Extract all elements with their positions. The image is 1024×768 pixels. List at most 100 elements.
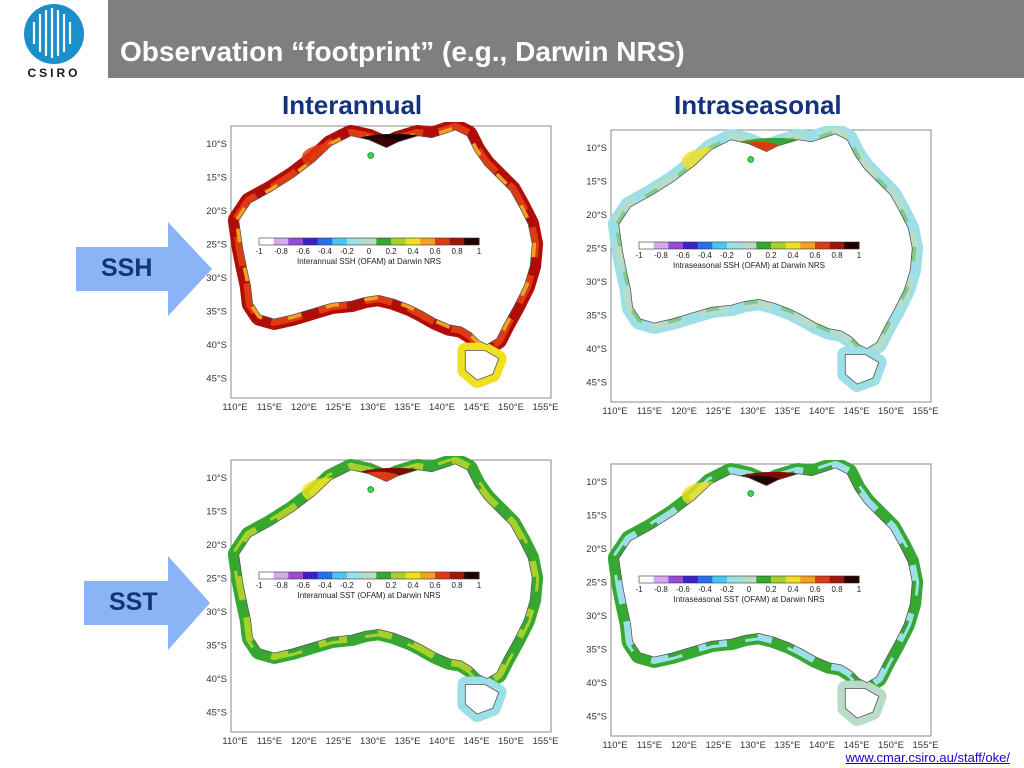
lat-tick-label: 35°S: [206, 641, 227, 652]
colorbar-swatch: [332, 238, 348, 245]
colorbar-tick-label: -0.8: [654, 585, 668, 594]
lon-tick-label: 140°E: [809, 740, 835, 751]
colorbar-tick-label: 0.2: [385, 581, 397, 590]
lon-tick-label: 130°E: [360, 736, 386, 747]
panel-sst-intraseasonal: -1 -0.8 -0.6 -0.4 -0.2 0 0.2 0.4 0.6 0.8 1 Intrasea…: [575, 460, 950, 760]
colorbar-swatch: [391, 238, 407, 245]
lon-tick-label: 110°E: [222, 736, 247, 747]
csiro-logo-icon: [24, 4, 84, 64]
colorbar-swatch: [653, 242, 669, 249]
colorbar-swatch: [273, 572, 289, 579]
sst-row-label: SST: [109, 588, 158, 616]
colorbar-tick-label: 0: [367, 581, 372, 590]
lat-tick-label: 35°S: [586, 311, 607, 322]
colorbar-swatch: [288, 572, 304, 579]
colorbar-swatch: [639, 576, 655, 583]
colorbar-swatch: [332, 572, 348, 579]
colorbar-swatch: [391, 572, 407, 579]
lat-tick-label: 45°S: [206, 708, 227, 719]
colorbar-swatch: [449, 572, 465, 579]
colorbar-tick-label: -1: [635, 251, 643, 260]
lon-tick-label: 150°E: [878, 406, 904, 417]
colorbar-swatch: [697, 576, 713, 583]
lon-tick-label: 130°E: [360, 402, 386, 413]
lat-tick-label: 10°S: [586, 143, 607, 154]
colorbar-tick-label: -0.8: [274, 581, 288, 590]
lon-tick-label: 150°E: [878, 740, 904, 751]
colorbar-swatch: [317, 572, 333, 579]
lat-tick-label: 10°S: [586, 477, 607, 488]
colorbar-swatch: [347, 572, 363, 579]
lat-tick-label: 20°S: [206, 206, 227, 217]
colorbar-tick-label: 1: [857, 585, 862, 594]
colorbar-tick-label: 0.4: [787, 251, 799, 260]
colorbar-swatch: [829, 576, 845, 583]
csiro-logo-text: CSIRO: [27, 66, 81, 80]
colorbar-swatch: [639, 242, 655, 249]
colorbar-tick-label: 0.4: [407, 581, 419, 590]
ssh-arrow: [76, 222, 216, 321]
colorbar-tick-label: 0.8: [451, 247, 463, 256]
colorbar-caption: Intraseasonal SST (OFAM) at Darwin NRS: [673, 595, 824, 604]
colorbar-swatch: [844, 576, 860, 583]
colorbar-swatch: [741, 576, 757, 583]
colorbar-swatch: [683, 242, 699, 249]
colorbar-swatch: [727, 242, 743, 249]
lon-tick-label: 150°E: [498, 402, 524, 413]
lon-tick-label: 125°E: [706, 406, 732, 417]
colorbar-swatch: [405, 572, 421, 579]
colorbar-swatch: [800, 242, 816, 249]
csiro-logo: CSIRO: [0, 0, 108, 88]
colorbar-tick-label: 0.6: [429, 581, 441, 590]
lon-tick-label: 130°E: [740, 406, 766, 417]
colorbar-swatch: [683, 576, 699, 583]
colorbar-tick-label: 0: [747, 585, 752, 594]
lat-tick-label: 30°S: [206, 273, 227, 284]
colorbar-swatch: [771, 242, 787, 249]
ssh_intraseasonal-map: -1 -0.8 -0.6 -0.4 -0.2 0 0.2 0.4 0.6 0.8 1 Intrasea…: [586, 126, 939, 417]
lat-tick-label: 15°S: [206, 173, 227, 184]
colorbar-swatch: [435, 238, 451, 245]
colorbar-caption: Intraseasonal SSH (OFAM) at Darwin NRS: [673, 261, 825, 270]
colorbar-tick-label: -0.2: [340, 247, 354, 256]
colorbar-tick-label: 0.2: [385, 247, 397, 256]
colorbar-tick-label: 0.4: [407, 247, 419, 256]
colorbar-swatch: [697, 242, 713, 249]
colorbar-swatch: [303, 572, 319, 579]
lon-tick-label: 115°E: [257, 736, 282, 747]
lon-tick-label: 115°E: [637, 406, 662, 417]
colorbar-tick-label: -1: [635, 585, 643, 594]
lon-tick-label: 115°E: [257, 402, 282, 413]
column-title-intraseasonal: Intraseasonal: [674, 90, 842, 120]
colorbar-swatch: [668, 242, 684, 249]
tasmania-land: [844, 688, 880, 719]
colorbar-swatch: [785, 576, 801, 583]
lon-tick-label: 140°E: [809, 406, 835, 417]
colorbar-swatch: [435, 572, 451, 579]
colorbar-frame: [638, 241, 860, 250]
lon-tick-label: 110°E: [602, 740, 627, 751]
lon-tick-label: 135°E: [775, 406, 801, 417]
colorbar-tick-label: -0.2: [340, 581, 354, 590]
colorbar-swatch: [361, 572, 377, 579]
tasmania-land: [464, 684, 500, 715]
lat-tick-label: 30°S: [206, 607, 227, 618]
colorbar-tick-label: -1: [255, 247, 263, 256]
colorbar-tick-label: 1: [477, 581, 482, 590]
colorbar-swatch: [727, 576, 743, 583]
australia-land: [618, 467, 913, 684]
lon-tick-label: 135°E: [395, 402, 421, 413]
tasmania-land: [464, 350, 500, 381]
colorbar-tick-label: 0.4: [787, 585, 799, 594]
panel-ssh-interannual: -1 -0.8 -0.6 -0.4 -0.2 0 0.2 0.4 0.6 0.8 1 Interann…: [195, 122, 570, 422]
colorbar-tick-label: -0.4: [698, 585, 712, 594]
colorbar-swatch: [668, 576, 684, 583]
colorbar-swatch: [712, 242, 728, 249]
page-title: Observation “footprint” (e.g., Darwin NR…: [120, 36, 685, 67]
lon-tick-label: 125°E: [326, 736, 352, 747]
colorbar-frame: [638, 575, 860, 584]
lat-tick-label: 30°S: [586, 277, 607, 288]
lat-tick-label: 30°S: [586, 611, 607, 622]
lon-tick-label: 145°E: [844, 740, 870, 751]
footer-link[interactable]: www.cmar.csiro.au/staff/oke/: [845, 750, 1011, 765]
